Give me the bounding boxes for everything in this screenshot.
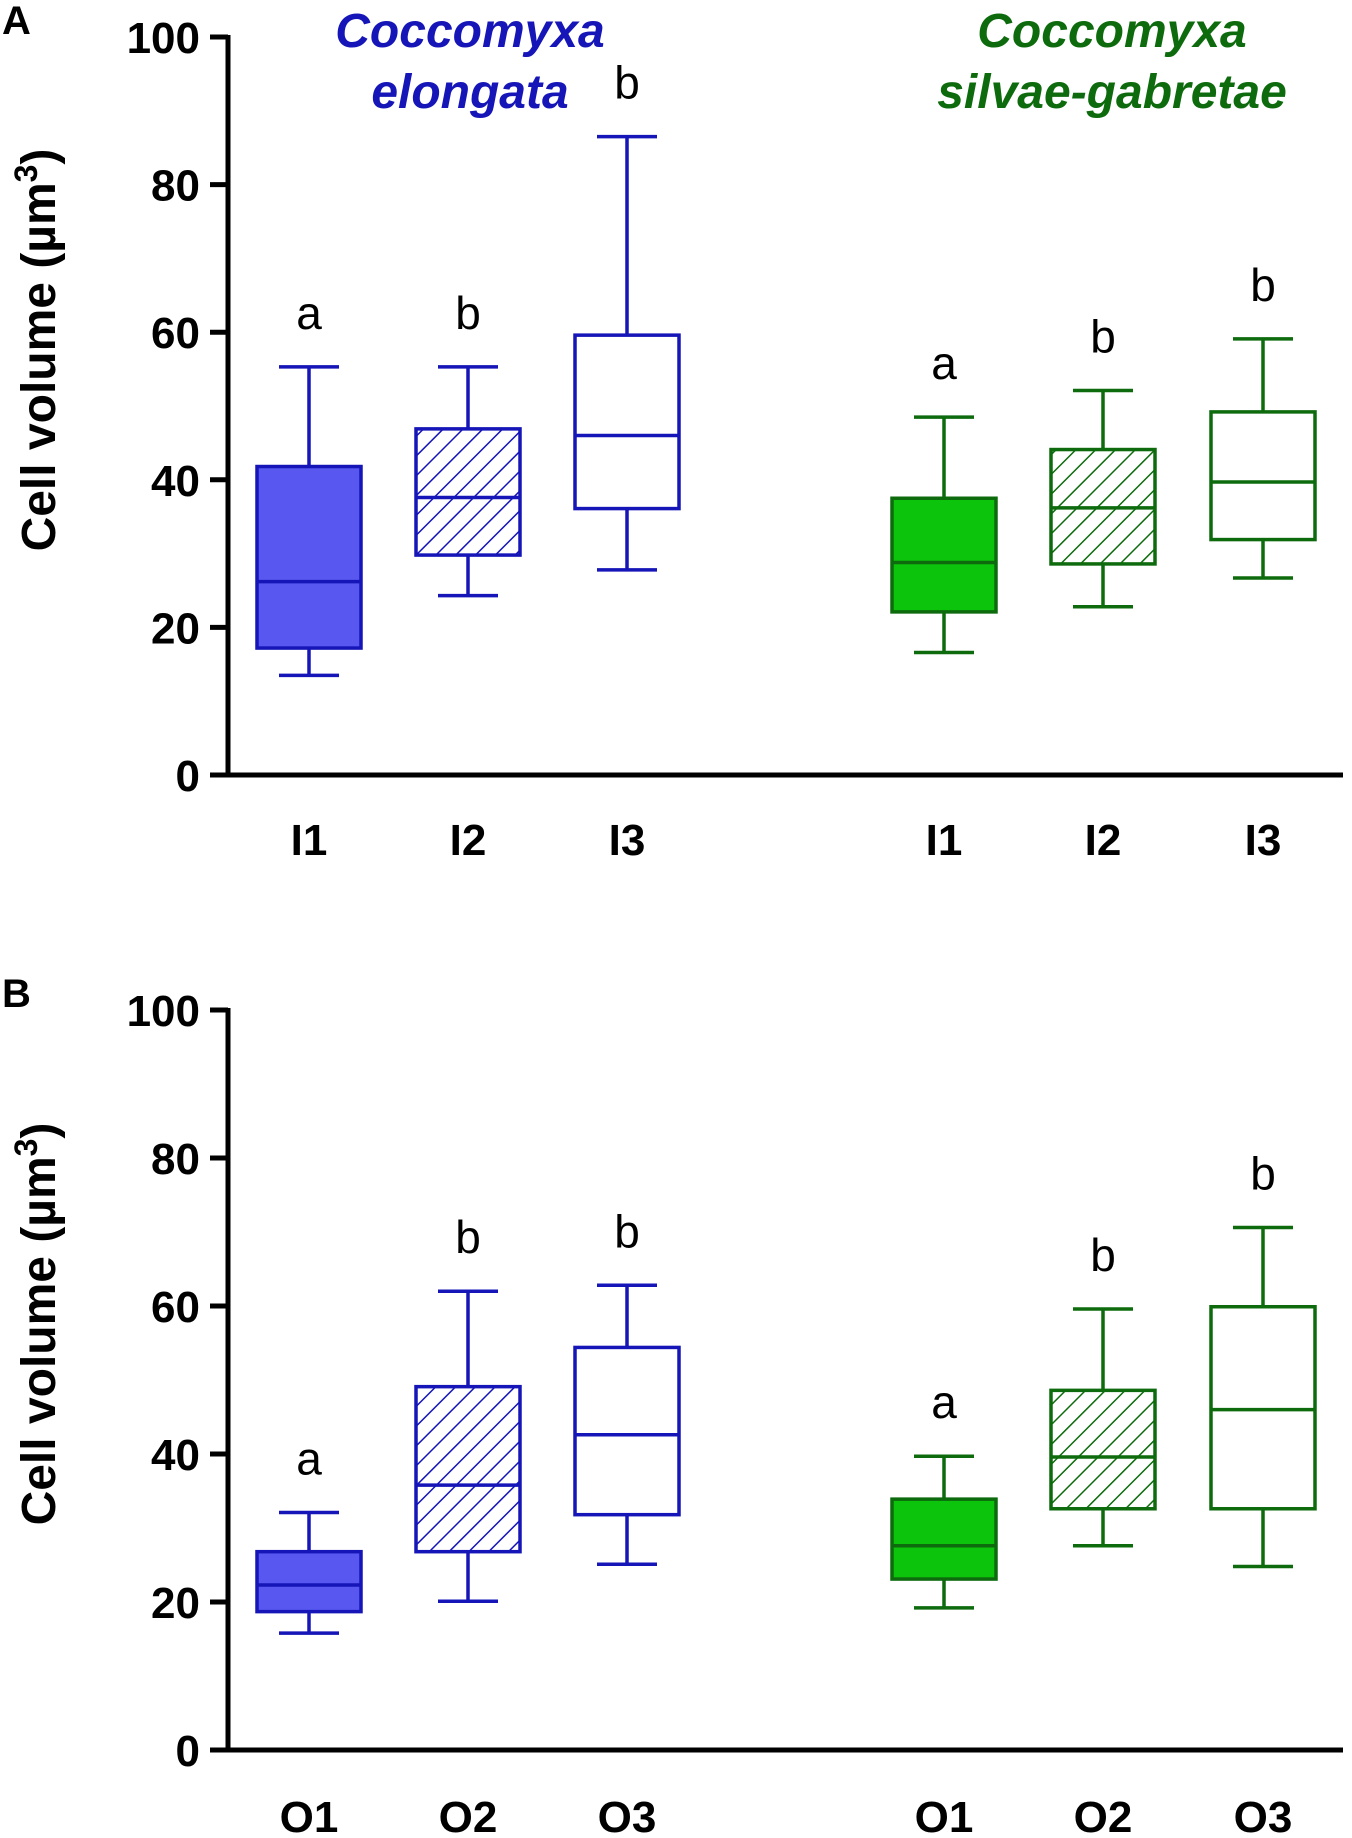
y-axis-label-close: ) [13,1123,66,1139]
significance-letter: a [296,1432,322,1484]
x-tick-label: O1 [915,1793,974,1838]
y-axis-label-text: Cell volume (µm [13,182,66,551]
x-tick-label: O1 [280,1793,339,1838]
y-tick-label: 80 [151,1135,200,1184]
x-tick-label: O2 [439,1793,498,1838]
y-axis-label-superscript: 3 [8,1139,44,1157]
significance-letter: a [931,337,957,389]
x-tick-label: I1 [926,816,963,865]
y-axis-label-text: Cell volume (µm [13,1156,66,1525]
significance-letter: b [1090,311,1116,363]
panel-a: A Cell volume (µm3) Coccomyxa elongata C… [2,0,1343,865]
y-axis-label-close: ) [13,149,66,165]
x-tick-label: I3 [1245,816,1282,865]
box-o3 [1209,1304,1317,1511]
panel-b: B Cell volume (µm3) 0 20 40 60 80 100 a O1 b O2 b O… [2,972,1343,1838]
y-tick-label: 0 [176,1727,200,1776]
y-tick-label: 100 [127,987,200,1036]
box-o3 [573,1345,681,1517]
y-tick-label: 100 [127,14,200,63]
x-tick-label: I2 [450,816,487,865]
box-o2 [1049,1388,1157,1511]
panel-letter: B [2,972,31,1016]
y-axis-label: Cell volume (µm3) [8,149,66,552]
significance-letter: a [931,1376,957,1428]
x-tick-label: I2 [1085,816,1122,865]
significance-letter: b [614,1205,640,1257]
box-o1 [255,1549,363,1614]
x-tick-label: I1 [291,816,328,865]
panel-letter: A [2,0,31,43]
y-tick-label: 80 [151,162,200,211]
species-title-elongata-line2: elongata [371,66,568,119]
significance-letter: b [455,1211,481,1263]
box-o1 [890,1497,998,1581]
svg-text:Cell volume (µm3): Cell volume (µm3) [8,149,66,552]
box-i1 [255,464,363,650]
significance-letter: b [614,57,640,109]
plot-area: 0 20 40 60 80 100 a I1 b I2 b I3 a I1 b I2 b I3 [127,14,1343,865]
box-o2 [414,1384,522,1554]
significance-letter: b [1250,1148,1276,1200]
box-i3 [1209,410,1317,542]
significance-letter: a [296,287,322,339]
plot-area: 0 20 40 60 80 100 a O1 b O2 b O3 a O1 b O2 b O3 [127,987,1343,1838]
species-title-silvae-line1: Coccomyxa [977,5,1246,58]
x-tick-label: O2 [1074,1793,1133,1838]
x-tick-label: O3 [1234,1793,1293,1838]
significance-letter: b [1250,259,1276,311]
significance-letter: b [1090,1229,1116,1281]
y-tick-label: 0 [176,752,200,801]
y-tick-label: 20 [151,1579,200,1628]
y-tick-label: 40 [151,457,200,506]
y-tick-label: 60 [151,1283,200,1332]
box-i1 [890,496,998,614]
y-tick-label: 60 [151,309,200,358]
x-tick-label: I3 [609,816,646,865]
y-tick-label: 40 [151,1431,200,1480]
species-title-elongata-line1: Coccomyxa [335,5,604,58]
y-axis-label-superscript: 3 [8,165,44,183]
box-i3 [573,333,681,511]
x-tick-label: O3 [598,1793,657,1838]
svg-text:Cell volume (µm3): Cell volume (µm3) [8,1123,66,1526]
box-i2 [414,427,522,557]
significance-letter: b [455,287,481,339]
y-tick-label: 20 [151,604,200,653]
y-axis-label: Cell volume (µm3) [8,1123,66,1526]
species-title-silvae-line2: silvae-gabretae [937,66,1287,119]
